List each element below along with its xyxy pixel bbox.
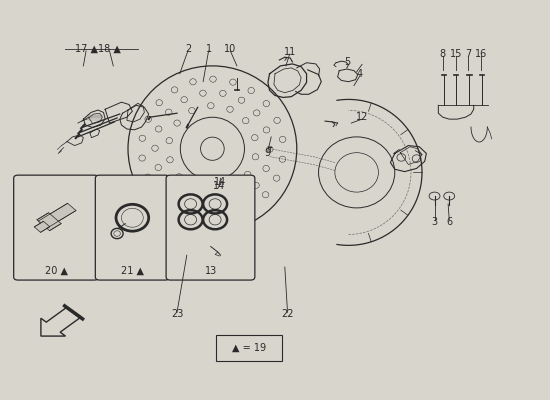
Text: 17 ▲: 17 ▲ bbox=[75, 44, 97, 54]
Text: 5: 5 bbox=[344, 57, 350, 67]
Text: 20 ▲: 20 ▲ bbox=[45, 266, 68, 276]
Text: 11: 11 bbox=[284, 47, 296, 57]
FancyBboxPatch shape bbox=[216, 335, 282, 361]
Text: 2: 2 bbox=[185, 44, 191, 54]
Text: 15: 15 bbox=[449, 49, 462, 59]
Text: 7: 7 bbox=[465, 49, 471, 59]
Text: 18 ▲: 18 ▲ bbox=[98, 44, 121, 54]
Text: 3: 3 bbox=[431, 217, 438, 227]
Text: 22: 22 bbox=[281, 309, 294, 319]
Text: 9: 9 bbox=[265, 148, 271, 158]
Text: 4: 4 bbox=[357, 69, 363, 79]
FancyBboxPatch shape bbox=[95, 175, 169, 280]
Text: 8: 8 bbox=[439, 49, 446, 59]
Text: 12: 12 bbox=[356, 112, 369, 122]
Text: 21 ▲: 21 ▲ bbox=[121, 266, 144, 276]
Text: 23: 23 bbox=[171, 309, 183, 319]
Polygon shape bbox=[34, 221, 50, 232]
Text: 1: 1 bbox=[206, 44, 212, 54]
FancyBboxPatch shape bbox=[166, 175, 255, 280]
Text: 14: 14 bbox=[214, 177, 227, 187]
Polygon shape bbox=[37, 213, 61, 231]
Text: 13: 13 bbox=[205, 266, 217, 276]
Text: 16: 16 bbox=[475, 49, 487, 59]
Text: ▲ = 19: ▲ = 19 bbox=[232, 343, 266, 353]
Text: 10: 10 bbox=[224, 44, 236, 54]
FancyBboxPatch shape bbox=[14, 175, 98, 280]
Text: 14: 14 bbox=[213, 181, 226, 191]
Text: 6: 6 bbox=[446, 217, 452, 227]
Polygon shape bbox=[39, 203, 76, 228]
Polygon shape bbox=[41, 307, 80, 336]
